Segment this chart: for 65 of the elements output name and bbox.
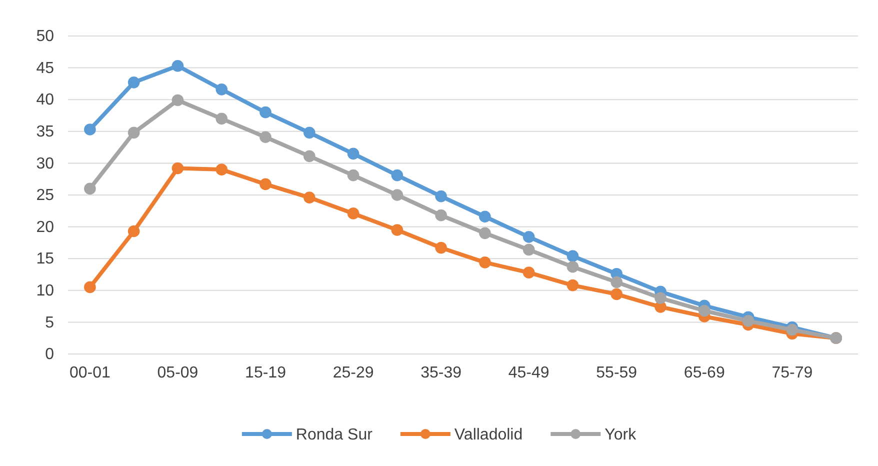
x-tick-label: 05-09 [157, 364, 198, 382]
point [303, 192, 316, 204]
point [172, 94, 184, 106]
point [84, 281, 96, 294]
point [303, 126, 316, 139]
y-tick-label: 40 [36, 92, 54, 109]
point [522, 244, 535, 256]
x-tick-label: 65-69 [684, 364, 725, 382]
point [566, 279, 579, 292]
point [84, 124, 96, 136]
y-tick-label: 45 [36, 60, 54, 77]
point [479, 210, 491, 223]
point [128, 225, 140, 238]
x-tick-label: 00-01 [69, 364, 111, 382]
y-tick-label: 10 [36, 282, 54, 300]
point [216, 84, 228, 96]
point [479, 227, 491, 240]
point [128, 126, 140, 139]
x-tick-label: 45-49 [508, 364, 550, 382]
point [260, 131, 272, 144]
y-tick-label: 25 [36, 187, 54, 204]
point [347, 208, 360, 220]
point [742, 315, 754, 327]
point [260, 178, 272, 190]
point [391, 189, 404, 201]
y-tick-label: 50 [36, 28, 54, 46]
point [435, 190, 447, 202]
y-tick-label: 15 [36, 250, 54, 268]
x-tick-label: 75-79 [772, 364, 813, 382]
legend-label: Valladolid [454, 426, 523, 444]
point [391, 224, 404, 236]
point [610, 288, 623, 300]
point [172, 162, 184, 174]
point [216, 112, 228, 125]
x-tick-label: 35-39 [420, 364, 462, 382]
legend-label: Ronda Sur [296, 426, 374, 444]
point [435, 209, 447, 222]
y-tick-label: 20 [36, 218, 54, 236]
y-tick-label: 5 [45, 314, 54, 332]
y-tick-label: 35 [36, 124, 54, 141]
y-tick-label: 30 [36, 155, 54, 172]
x-tick-label: 55-59 [596, 364, 638, 382]
point [172, 60, 184, 72]
point [566, 260, 579, 273]
point [435, 242, 447, 254]
point [522, 231, 535, 243]
y-tick-label: 0 [45, 346, 54, 364]
point [391, 169, 404, 182]
legend-label: York [604, 426, 638, 444]
point [522, 266, 535, 278]
point [566, 250, 579, 262]
point [84, 182, 96, 195]
point [347, 148, 360, 160]
point [698, 304, 710, 317]
point [786, 324, 798, 336]
point [479, 256, 491, 268]
point [654, 292, 666, 304]
point [260, 106, 272, 118]
x-tick-label: 25-29 [332, 364, 374, 382]
point [216, 164, 228, 176]
point [610, 276, 623, 288]
point [128, 76, 140, 88]
point [303, 150, 316, 162]
point [347, 169, 360, 182]
x-tick-label: 15-19 [245, 364, 286, 382]
